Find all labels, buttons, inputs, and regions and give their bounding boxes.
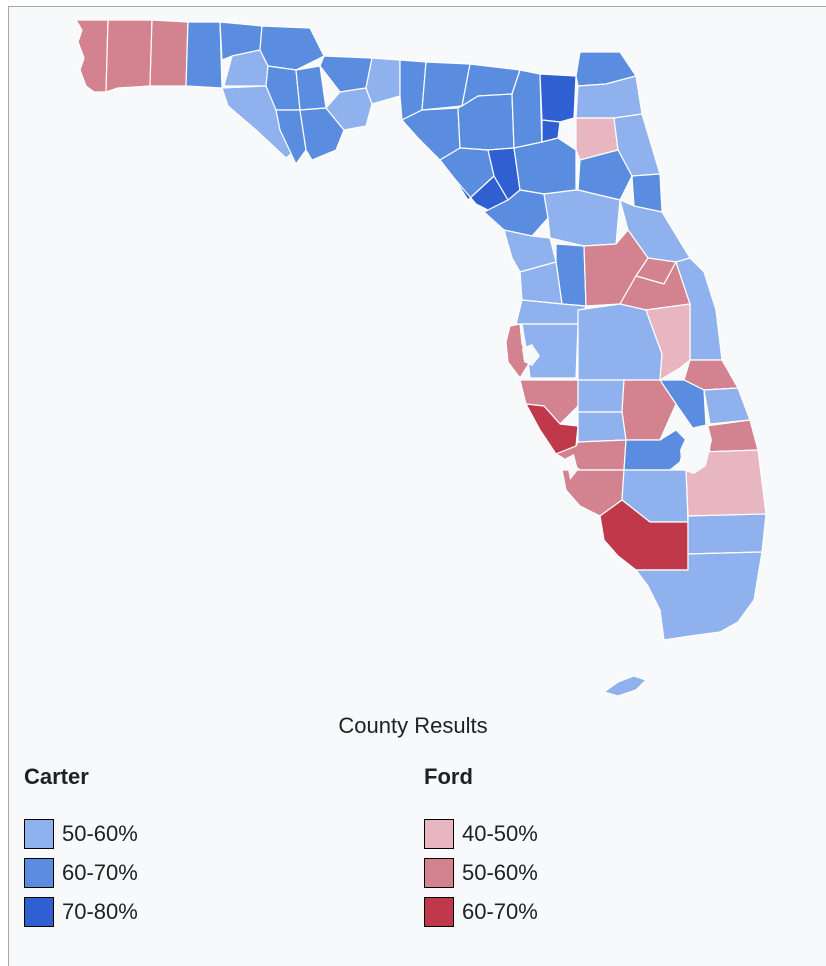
county-alachua xyxy=(513,137,577,195)
legend-carter: Carter 50-60% 60-70% 70-80% xyxy=(24,764,138,931)
tampa-bay xyxy=(522,344,540,366)
legend-ford-row-2: 50-60% xyxy=(424,853,538,892)
county-baker xyxy=(539,73,577,123)
legend-label: 50-60% xyxy=(462,859,538,885)
legend-swatch-ford-50-60 xyxy=(424,857,454,888)
legend-label: 60-70% xyxy=(62,859,138,885)
county-santa-rosa xyxy=(105,19,153,93)
legend-swatch-carter-70-80 xyxy=(24,896,54,927)
county-miami-dade xyxy=(635,551,763,641)
county-monroe-keys xyxy=(603,675,647,697)
county-pinellas xyxy=(505,323,531,379)
county-taylor xyxy=(401,107,461,161)
legend-ford-row-3: 60-70% xyxy=(424,892,538,931)
county-sarasota xyxy=(525,403,579,455)
florida-county-map xyxy=(75,19,767,697)
legend-ford: Ford 40-50% 50-60% 60-70% xyxy=(424,764,538,931)
county-jackson xyxy=(259,25,325,71)
county-gadsden xyxy=(319,55,373,93)
legend-ford-row-1: 40-50% xyxy=(424,814,538,853)
county-st-lucie xyxy=(703,387,751,425)
legend-swatch-ford-40-50 xyxy=(424,818,454,849)
legend-swatch-carter-50-60 xyxy=(24,818,54,849)
county-hardee xyxy=(577,379,625,413)
legend-label: 50-60% xyxy=(62,820,138,846)
county-escambia xyxy=(75,19,109,93)
legend-carter-row-2: 60-70% xyxy=(24,853,138,892)
county-broward xyxy=(687,513,767,555)
county-martin xyxy=(705,419,759,453)
legend-label: 40-50% xyxy=(462,820,538,846)
map-caption: County Results xyxy=(338,713,488,738)
legend-label: 60-70% xyxy=(462,898,538,924)
legend-carter-row-3: 70-80% xyxy=(24,892,138,931)
county-osceola xyxy=(645,303,691,381)
county-desoto xyxy=(577,411,627,443)
county-leon xyxy=(365,57,401,105)
county-gulf xyxy=(275,109,307,165)
legend-carter-title: Carter xyxy=(24,764,89,789)
county-walton xyxy=(185,21,223,89)
county-marion xyxy=(543,189,621,247)
county-okaloosa xyxy=(149,19,189,87)
county-columbia xyxy=(511,69,543,151)
legend-carter-row-1: 50-60% xyxy=(24,814,138,853)
legend-swatch-carter-60-70 xyxy=(24,857,54,888)
lake-okeechobee xyxy=(680,424,712,474)
legend-swatch-ford-60-70 xyxy=(424,896,454,927)
county-putnam xyxy=(577,149,633,201)
legend-ford-title: Ford xyxy=(424,764,473,789)
legend-label: 70-80% xyxy=(62,898,138,924)
county-liberty xyxy=(295,65,327,111)
charlotte-harbor xyxy=(566,454,578,480)
